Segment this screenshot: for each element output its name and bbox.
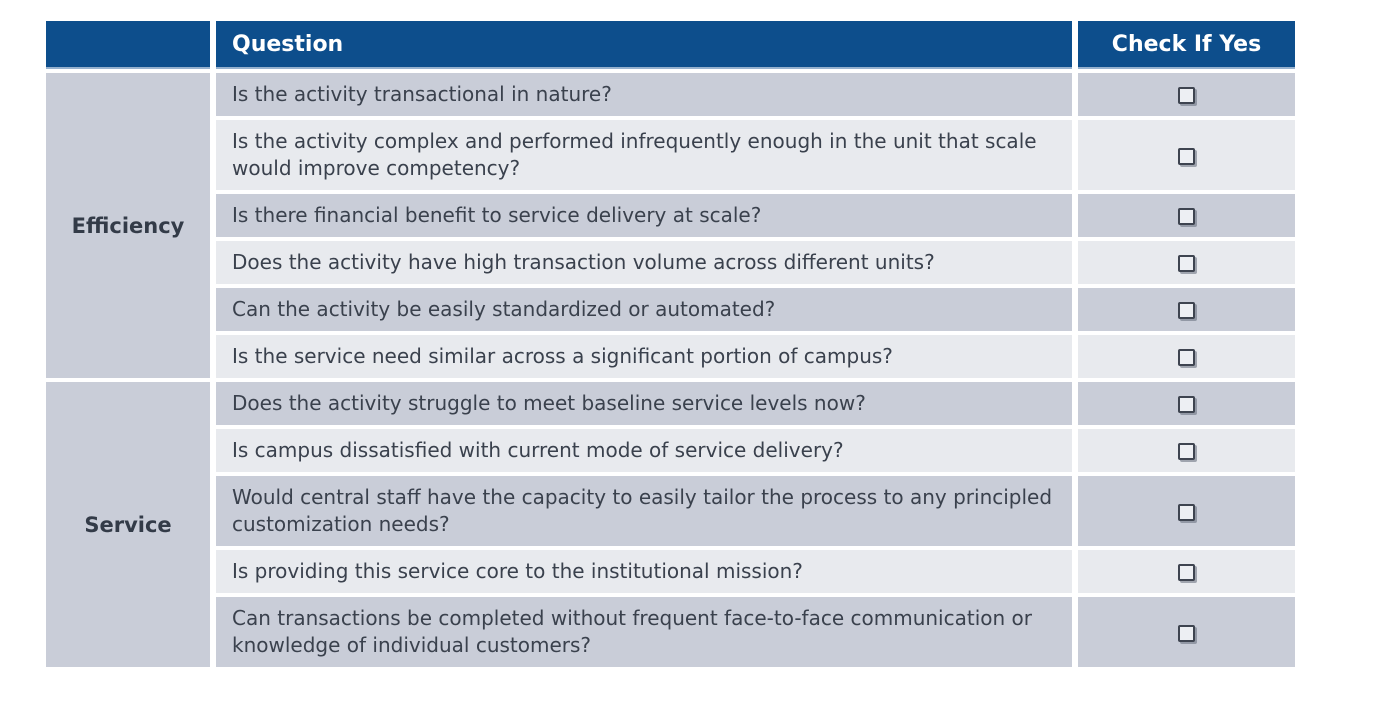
header-cell-category	[46, 21, 210, 69]
question-cell: Is there financial benefit to service de…	[216, 194, 1072, 237]
check-cell	[1078, 429, 1295, 472]
checklist-table: Question Check If Yes Efficiency Is the …	[40, 17, 1301, 671]
check-cell	[1078, 550, 1295, 593]
table-row: Is there financial benefit to service de…	[46, 194, 1295, 237]
question-cell: Is providing this service core to the in…	[216, 550, 1072, 593]
question-cell: Is the activity transactional in nature?	[216, 73, 1072, 116]
category-cell-service: Service	[46, 382, 210, 667]
question-cell: Is campus dissatisfied with current mode…	[216, 429, 1072, 472]
checkbox-unchecked-icon[interactable]	[1178, 208, 1195, 225]
table-row: Does the activity have high transaction …	[46, 241, 1295, 284]
check-cell	[1078, 241, 1295, 284]
check-cell	[1078, 597, 1295, 667]
table-row: Is the service need similar across a sig…	[46, 335, 1295, 378]
checkbox-unchecked-icon[interactable]	[1178, 624, 1195, 642]
header-cell-question: Question	[216, 21, 1072, 69]
question-cell: Can transactions be completed without fr…	[216, 597, 1072, 667]
check-cell	[1078, 194, 1295, 237]
checkbox-unchecked-icon[interactable]	[1178, 564, 1195, 581]
checkbox-unchecked-icon[interactable]	[1178, 87, 1195, 104]
table-row: Would central staff have the capacity to…	[46, 476, 1295, 546]
check-cell	[1078, 382, 1295, 425]
header-row: Question Check If Yes	[46, 21, 1295, 69]
question-cell: Does the activity struggle to meet basel…	[216, 382, 1072, 425]
checkbox-unchecked-icon[interactable]	[1178, 396, 1195, 413]
table-row: Is providing this service core to the in…	[46, 550, 1295, 593]
question-cell: Can the activity be easily standardized …	[216, 288, 1072, 331]
checklist-table-container: Question Check If Yes Efficiency Is the …	[40, 17, 1301, 671]
checkbox-unchecked-icon[interactable]	[1178, 255, 1195, 272]
checkbox-unchecked-icon[interactable]	[1178, 349, 1195, 366]
table-row: Is the activity complex and performed in…	[46, 120, 1295, 190]
checkbox-unchecked-icon[interactable]	[1178, 503, 1195, 521]
check-cell	[1078, 120, 1295, 190]
table-row: Is campus dissatisfied with current mode…	[46, 429, 1295, 472]
table-row: Can transactions be completed without fr…	[46, 597, 1295, 667]
check-cell	[1078, 335, 1295, 378]
check-cell	[1078, 288, 1295, 331]
checkbox-unchecked-icon[interactable]	[1178, 302, 1195, 319]
table-row: Efficiency Is the activity transactional…	[46, 73, 1295, 378]
question-cell: Is the service need similar across a sig…	[216, 335, 1072, 378]
category-cell-efficiency: Efficiency	[46, 73, 210, 378]
checkbox-unchecked-icon[interactable]	[1178, 147, 1195, 165]
question-cell: Does the activity have high transaction …	[216, 241, 1072, 284]
table-row: Service Does the activity struggle to me…	[46, 382, 1295, 667]
check-cell	[1078, 73, 1295, 116]
checkbox-unchecked-icon[interactable]	[1178, 443, 1195, 460]
question-cell: Would central staff have the capacity to…	[216, 476, 1072, 546]
header-cell-check-if-yes: Check If Yes	[1078, 21, 1295, 69]
table-row: Can the activity be easily standardized …	[46, 288, 1295, 331]
check-cell	[1078, 476, 1295, 546]
question-cell: Is the activity complex and performed in…	[216, 120, 1072, 190]
